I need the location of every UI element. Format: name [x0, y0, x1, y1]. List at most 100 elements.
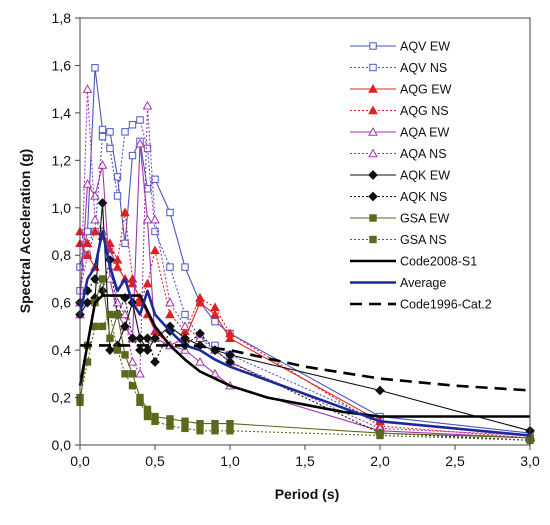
data-point: [196, 427, 204, 435]
data-point: [181, 310, 189, 319]
data-point: [120, 207, 130, 217]
data-point: [135, 345, 145, 355]
data-point: [150, 333, 160, 344]
y-tick-label: 0,4: [52, 342, 72, 358]
data-point: [210, 368, 220, 378]
data-point: [121, 128, 129, 136]
series-line: [80, 344, 531, 392]
series-code1996-cat-2: [80, 344, 531, 392]
data-point: [226, 419, 234, 428]
data-point: [195, 292, 205, 302]
data-point: [136, 398, 144, 407]
x-tick-label: 1,0: [220, 453, 240, 469]
data-point: [150, 245, 160, 255]
data-point: [135, 333, 145, 344]
data-point: [142, 100, 153, 110]
y-tick-label: 0,6: [52, 295, 72, 311]
legend-marker: [368, 191, 378, 202]
data-point: [98, 275, 107, 283]
data-point: [128, 121, 137, 129]
data-point: [90, 190, 100, 200]
data-point: [225, 328, 235, 338]
data-point: [210, 309, 220, 319]
axes-layer: 0,0 0,5 1,0 1,5 2,0 2,5 3,0 0,0 0,2 0,4 0,6 0,8 1,0 1…: [52, 10, 540, 469]
data-point: [165, 309, 175, 319]
data-point: [98, 322, 107, 331]
data-point: [90, 214, 100, 224]
data-point: [128, 381, 137, 390]
y-tick-label: 0,2: [52, 390, 72, 406]
x-axis-title: Period (s): [275, 486, 340, 502]
data-point: [127, 356, 138, 366]
data-point: [82, 84, 93, 93]
data-point: [151, 417, 159, 425]
data-point: [128, 151, 137, 160]
data-point: [82, 179, 93, 188]
data-point: [113, 192, 122, 200]
data-point: [82, 250, 93, 259]
series-line: [79, 119, 531, 437]
legend-label: AQA EW: [400, 126, 450, 140]
legend-label: GSA NS: [400, 233, 447, 247]
data-point: [180, 321, 190, 331]
legend-label: AQG EW: [400, 83, 452, 97]
data-point: [91, 322, 99, 331]
data-point: [83, 227, 92, 236]
y-tick-label: 1,4: [52, 105, 72, 121]
data-point: [166, 208, 174, 217]
data-point: [121, 370, 129, 378]
legend-label: Code1996-Cat.2: [400, 298, 492, 312]
series-layer: [75, 64, 535, 446]
data-point: [98, 132, 107, 141]
x-tick-label: 2,5: [445, 453, 465, 469]
data-point: [135, 368, 145, 378]
data-point: [91, 64, 99, 72]
data-point: [82, 297, 93, 308]
series-line: [79, 88, 531, 437]
legend-label: AQV EW: [400, 40, 450, 54]
legend-marker: [369, 63, 377, 72]
data-point: [181, 263, 189, 271]
legend-label: AQA NS: [400, 147, 447, 161]
data-point: [150, 214, 160, 224]
y-tick-label: 0,8: [52, 247, 72, 263]
data-point: [97, 198, 108, 208]
y-tick-label: 1,0: [52, 200, 72, 216]
data-point: [98, 125, 107, 134]
y-axis-title: Spectral Acceleration (g): [17, 149, 33, 313]
data-point: [210, 302, 220, 312]
data-point: [90, 226, 100, 236]
data-point: [166, 415, 174, 423]
data-point: [181, 417, 189, 425]
data-point: [121, 351, 129, 359]
data-point: [375, 385, 385, 396]
x-tick-label: 2,0: [370, 453, 390, 469]
data-point: [376, 431, 384, 440]
legend-marker: [368, 83, 378, 93]
data-point: [105, 345, 115, 355]
data-point: [142, 345, 153, 355]
data-point: [196, 419, 204, 428]
data-point: [82, 238, 93, 248]
data-point: [143, 405, 152, 414]
legend-label: Code2008-S1: [400, 255, 477, 269]
x-tick-label: 3,0: [520, 453, 540, 469]
legend-label: AQV NS: [400, 61, 447, 75]
series-average: [78, 230, 531, 437]
data-point: [143, 412, 152, 421]
legend-marker: [368, 148, 378, 158]
data-point: [97, 160, 108, 169]
data-point: [106, 334, 114, 342]
legend-label: AQG NS: [400, 104, 449, 118]
data-point: [136, 116, 144, 124]
data-point: [112, 262, 123, 271]
legend-marker: [369, 235, 377, 244]
data-point: [195, 297, 205, 307]
y-tick-label: 1,8: [52, 10, 72, 26]
y-tick-label: 1,2: [52, 152, 72, 168]
data-point: [142, 278, 153, 288]
data-point: [211, 317, 219, 326]
data-point: [211, 427, 219, 435]
data-point: [113, 173, 122, 181]
